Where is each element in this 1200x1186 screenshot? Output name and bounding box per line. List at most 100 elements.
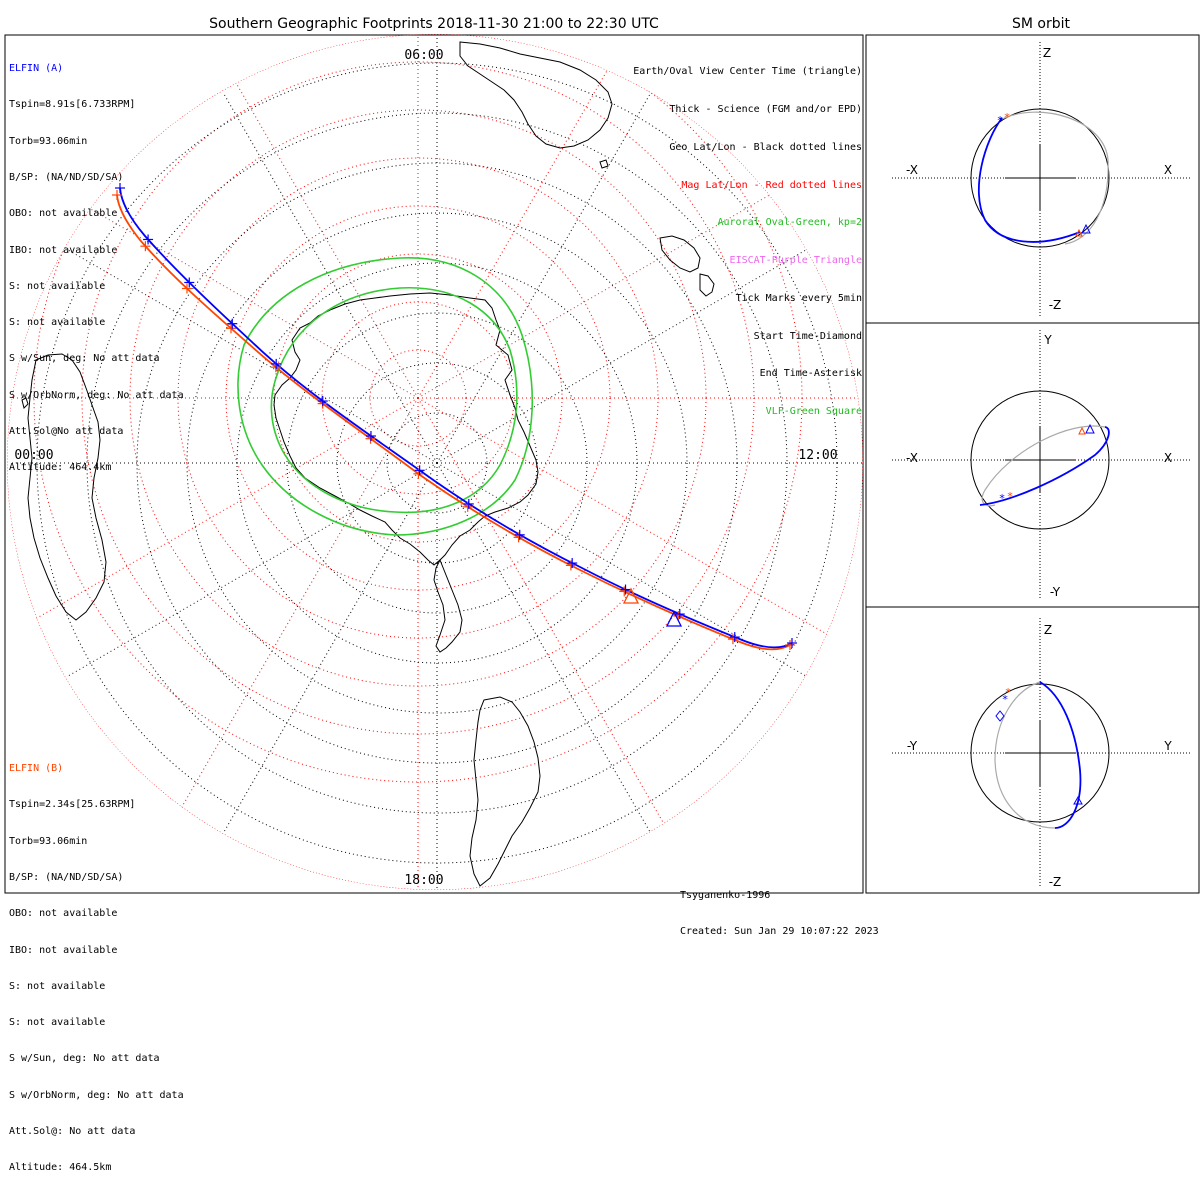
probe-a-line: S: not available: [9, 280, 106, 292]
coastline-south-america: [469, 696, 541, 887]
geo-lat-circle: [286, 312, 588, 614]
legend-item: Start Time-Diamond: [753, 330, 862, 342]
probe-b-line: S w/Sun, deg: No att data: [9, 1053, 160, 1065]
coastline-africa: [27, 353, 107, 621]
probe-b-info: ELFIN (B) Tspin=2.34s[25.63RPM] Torb=93.…: [9, 739, 184, 1186]
orbit-back: [994, 681, 1056, 829]
footer-created: Created: Sun Jan 29 10:07:22 2023: [680, 926, 879, 938]
start-asterisk: *: [997, 114, 1004, 127]
legend-item: Earth/Oval View Center Time (triangle): [633, 66, 862, 78]
elfin-a-view-center-triangle: [665, 610, 683, 627]
end-asterisk-b: *: [1005, 686, 1012, 699]
axis-bottom-label: -Z: [1049, 875, 1062, 889]
geo-lon-line: [436, 462, 652, 834]
orbit-front: [1039, 681, 1082, 829]
auroral-oval-outer: [237, 257, 534, 536]
probe-b-name: ELFIN (B): [9, 763, 64, 775]
probe-b-line: IBO: not available: [9, 944, 118, 956]
time-label-bottom: 18:00: [404, 873, 443, 888]
axis-top-label: Y: [1043, 333, 1052, 347]
probe-a-name: ELFIN (A): [9, 63, 64, 75]
axis-right-label: X: [1164, 163, 1172, 177]
legend-item: Auroral Oval-Green, kp=2: [717, 217, 863, 229]
view-triangle-b: [1075, 228, 1083, 237]
geo-lon-line: [222, 92, 438, 464]
coastline-new-zealand: [659, 235, 701, 273]
coastline-peninsula: [433, 558, 463, 653]
legend-item: Mag Lat/Lon - Red dotted lines: [681, 179, 862, 191]
geo-lat-circle: [386, 412, 488, 514]
geo-lon-line: [436, 92, 652, 464]
footer-model: Tsyganenko-1996: [680, 890, 771, 902]
legend-item: Tick Marks every 5min: [735, 292, 862, 304]
coastline-island: [21, 397, 29, 409]
view-triangle: [1085, 423, 1095, 434]
probe-a-line: S: not available: [9, 317, 106, 329]
auroral-oval-inner: [270, 286, 518, 514]
trace-marks: [112, 183, 797, 650]
elfin-a-footprint-trace: [119, 187, 793, 649]
axis-left-label: -X: [906, 451, 918, 465]
polar-map: 06:00 00:00 12:00 18:00: [7, 34, 863, 890]
legend-item: Geo Lat/Lon - Black dotted lines: [669, 141, 862, 153]
footer: Tsyganenko-1996 Created: Sun Jan 29 10:0…: [680, 866, 879, 951]
orbit-back: [999, 111, 1109, 245]
mag-lon-line: [417, 397, 679, 849]
coastline-island: [599, 159, 609, 169]
geo-lat-circle: [86, 112, 788, 814]
mag-lon-line: [417, 34, 679, 399]
legend: Earth/Oval View Center Time (triangle) T…: [633, 41, 862, 431]
probe-a-line: IBO: not available: [9, 244, 118, 256]
geo-lon-line: [436, 248, 808, 464]
legend-item: EISCAT-Purple Triangle: [729, 255, 862, 267]
legend-item: VLF-Green Square: [765, 406, 862, 418]
probe-b-line: S: not available: [9, 980, 106, 992]
probe-b-line: Att.Sol@: No att data: [9, 1126, 136, 1137]
probe-b-line: Altitude: 464.5km: [9, 1162, 112, 1174]
view-triangle: [1073, 795, 1083, 805]
probe-a-line: OBO: not available: [9, 208, 118, 220]
mag-lon-line: [157, 397, 419, 849]
end-asterisk: *: [999, 492, 1006, 505]
elfin-b-view-center-triangle: [622, 587, 640, 604]
axis-bottom-label: -Z: [1049, 298, 1062, 312]
geo-lon-line: [436, 462, 808, 678]
axis-bottom-label: -Y: [1050, 585, 1061, 599]
coastline-antarctica: [273, 292, 539, 566]
probe-b-line: OBO: not available: [9, 908, 118, 920]
start-diamond: [995, 710, 1005, 722]
probe-b-line: S: not available: [9, 1017, 106, 1029]
coastline-new-zealand-north: [699, 273, 715, 297]
geo-lon-line: [66, 248, 438, 464]
end-asterisk: *: [1002, 693, 1009, 706]
axis-right-label: X: [1164, 451, 1172, 465]
orbit-frame: [865, 34, 1200, 894]
geo-lon-line: [222, 462, 438, 834]
orbit-panel-yz: * * Z -Z -Y Y: [892, 618, 1192, 889]
orbit-panel-xy: * * Y -Y -X X: [892, 330, 1192, 600]
probe-b-line: Tspin=2.34s[25.63RPM]: [9, 799, 136, 811]
start-asterisk-b: *: [1004, 111, 1011, 124]
time-label-top: 06:00: [404, 48, 443, 63]
coastlines: [21, 41, 715, 887]
main-title: Southern Geographic Footprints 2018-11-3…: [209, 16, 659, 32]
mag-lon-line: [7, 137, 419, 399]
probe-a-line: S w/OrbNorm, deg: No att data: [9, 389, 184, 401]
mag-lon-line: [417, 137, 863, 399]
side-title: SM orbit: [1012, 16, 1071, 32]
axis-top-label: Z: [1044, 623, 1052, 637]
probe-a-info: ELFIN (A) Tspin=8.91s[6.733RPM] Torb=93.…: [9, 39, 184, 486]
map-frame: [4, 34, 864, 894]
time-label-left: 00:00: [14, 448, 53, 463]
probe-a-line: Tspin=8.91s[6.733RPM]: [9, 99, 136, 111]
end-asterisk-b: *: [1007, 490, 1014, 503]
orbit-front: [977, 117, 1081, 243]
legend-item: Thick - Science (FGM and/or EPD): [669, 103, 862, 115]
probe-b-line: B/SP: (NA/ND/SD/SA): [9, 872, 124, 884]
probe-a-line: S w/Sun, deg: No att data: [9, 353, 160, 365]
legend-item: End Time-Asterisk: [759, 368, 862, 380]
probe-a-line: Att.Sol@No att data: [9, 426, 124, 437]
axis-top-label: Z: [1043, 46, 1051, 60]
probe-a-line: Torb=93.06min: [9, 135, 88, 147]
axis-right-label: Y: [1163, 739, 1172, 753]
